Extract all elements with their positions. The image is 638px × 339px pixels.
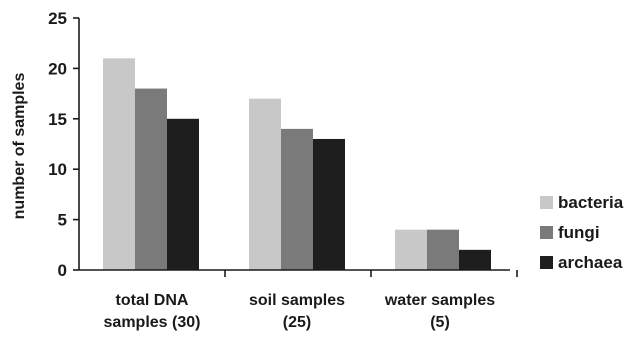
bar-archaea-0 — [167, 118, 199, 270]
legend-swatch-bacteria — [540, 196, 553, 209]
x-axis: total DNA samples (30) soil samples (25) wat… — [79, 269, 518, 331]
legend-label-fungi: fungi — [558, 223, 600, 242]
bar-archaea-1 — [313, 138, 345, 270]
bar-bacteria-1 — [249, 98, 281, 270]
legend-swatch-archaea — [540, 256, 553, 269]
legend-label-archaea: archaea — [558, 253, 623, 272]
bar-fungi-1 — [281, 128, 313, 270]
y-axis-title: number of samples — [11, 73, 28, 220]
bars-group — [103, 58, 491, 270]
bar-bacteria-2 — [395, 229, 427, 270]
y-tick-label: 5 — [58, 211, 67, 230]
bar-fungi-0 — [135, 88, 167, 270]
x-category-label: total DNA samples (30) — [104, 292, 201, 331]
y-tick-label: 25 — [48, 9, 67, 28]
y-tick-label: 10 — [48, 160, 67, 179]
legend: bacteria fungi archaea — [540, 193, 624, 272]
bar-bacteria-0 — [103, 58, 135, 270]
legend-label-bacteria: bacteria — [558, 193, 624, 212]
y-tick-label: 20 — [48, 59, 67, 78]
bar-fungi-2 — [427, 229, 459, 270]
y-axis: 0 5 10 15 20 25 — [48, 9, 80, 280]
y-tick-label: 15 — [48, 110, 67, 129]
x-category-label: water samples (5) — [384, 292, 495, 331]
legend-swatch-fungi — [540, 226, 553, 239]
x-category-label: soil samples (25) — [249, 292, 345, 331]
bar-archaea-2 — [459, 249, 491, 270]
y-tick-label: 0 — [58, 261, 67, 280]
